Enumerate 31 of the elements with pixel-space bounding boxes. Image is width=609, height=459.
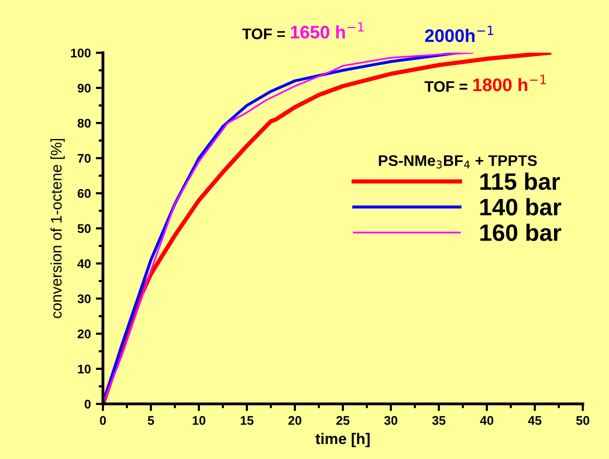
text: 2000h$^{−1}$ — [425, 26, 494, 42]
legend-label: 140 bar — [480, 198, 562, 216]
y-tick-label: 100 — [71, 48, 91, 58]
y-tick-label: 60 — [78, 189, 91, 198]
x-tick-label: 40 — [480, 416, 494, 425]
y-tick-label: 10 — [78, 364, 91, 374]
annotation: TOF = 1800 h$^{−1}$ — [424, 74, 546, 92]
y-tick-label: 0 — [84, 400, 91, 409]
x-tick-label: 10 — [192, 416, 206, 425]
y-axis-title: conversion of 1-octene [%] — [50, 138, 65, 318]
y-tick-label: 20 — [78, 329, 91, 338]
y-tick-label: 80 — [78, 118, 91, 128]
x-tick-label: 0 — [100, 416, 106, 425]
y-tick-label: 90 — [78, 84, 91, 93]
x-tick-label: 30 — [384, 416, 398, 425]
y-tick-label: 30 — [78, 294, 91, 304]
legend-label: 160 bar — [480, 224, 562, 242]
x-tick-label: 50 — [576, 416, 590, 425]
x-tick-label: 15 — [240, 416, 254, 425]
x-tick-label: 45 — [528, 416, 542, 425]
x-tick-label: 20 — [288, 416, 302, 425]
text: TOF = 1650 h$^{−1}$ — [242, 22, 364, 40]
y-tick-label: 50 — [78, 224, 91, 234]
x-axis-title: time [h] — [315, 432, 370, 448]
y-tick-label: 40 — [77, 259, 91, 268]
x-tick-label: 5 — [148, 416, 154, 425]
legend-title: PS-NMe$_{3}$BF$_{4}$ + TPPTS — [378, 155, 537, 169]
y-tick-label: 70 — [78, 154, 91, 163]
legend-label: 115 bar — [480, 172, 560, 190]
x-tick-label: 35 — [432, 416, 446, 425]
x-tick-label: 25 — [336, 416, 350, 425]
